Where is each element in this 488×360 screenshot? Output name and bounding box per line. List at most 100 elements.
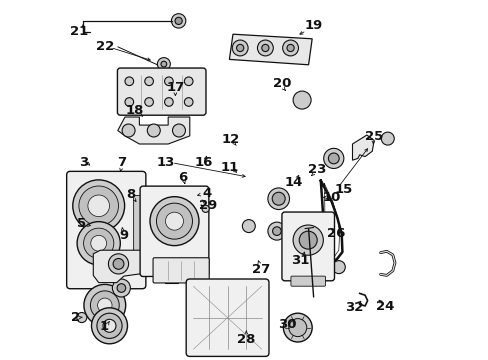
Circle shape [108, 254, 128, 274]
Circle shape [184, 98, 193, 106]
Circle shape [77, 312, 87, 323]
Circle shape [97, 313, 122, 338]
Text: 20: 20 [273, 77, 291, 90]
Circle shape [125, 98, 133, 106]
Circle shape [242, 220, 255, 233]
Text: 7: 7 [117, 156, 126, 169]
Circle shape [122, 124, 135, 137]
Text: 19: 19 [304, 19, 322, 32]
Circle shape [328, 153, 339, 164]
Text: 29: 29 [198, 199, 217, 212]
FancyBboxPatch shape [290, 276, 325, 286]
Text: 1: 1 [100, 320, 108, 333]
Circle shape [288, 319, 306, 337]
Circle shape [90, 291, 119, 320]
Text: 5: 5 [77, 217, 86, 230]
Circle shape [272, 192, 285, 205]
FancyBboxPatch shape [186, 279, 268, 356]
Circle shape [236, 44, 244, 51]
Text: 22: 22 [96, 40, 114, 53]
Text: 11: 11 [221, 161, 239, 174]
Text: 24: 24 [375, 300, 393, 313]
Circle shape [202, 205, 209, 212]
FancyBboxPatch shape [282, 212, 334, 281]
Circle shape [103, 319, 116, 332]
Text: 25: 25 [364, 130, 383, 143]
Circle shape [98, 298, 112, 312]
Circle shape [91, 308, 127, 344]
Text: 32: 32 [345, 301, 363, 314]
Circle shape [272, 227, 281, 235]
Text: 17: 17 [166, 81, 184, 94]
Circle shape [257, 40, 273, 56]
Text: 31: 31 [290, 255, 309, 267]
Text: 15: 15 [334, 183, 352, 195]
Circle shape [184, 77, 193, 86]
Text: 23: 23 [307, 163, 325, 176]
Polygon shape [352, 135, 373, 160]
Circle shape [175, 17, 182, 24]
Circle shape [172, 124, 185, 137]
Text: 2: 2 [71, 311, 80, 324]
Text: 28: 28 [237, 333, 255, 346]
Text: 30: 30 [277, 318, 296, 331]
Text: 3: 3 [79, 156, 88, 169]
Circle shape [292, 225, 323, 255]
Circle shape [113, 258, 123, 269]
Circle shape [84, 284, 125, 326]
Circle shape [112, 279, 130, 297]
Circle shape [292, 91, 310, 109]
Circle shape [147, 124, 160, 137]
Text: 18: 18 [125, 104, 143, 117]
Circle shape [125, 77, 133, 86]
FancyBboxPatch shape [117, 68, 205, 115]
Circle shape [164, 77, 173, 86]
Circle shape [282, 40, 298, 56]
Text: 13: 13 [157, 156, 175, 169]
Circle shape [150, 197, 199, 246]
Circle shape [323, 148, 343, 168]
Text: 21: 21 [70, 25, 88, 38]
FancyBboxPatch shape [153, 258, 209, 283]
Circle shape [171, 14, 185, 28]
Polygon shape [229, 34, 311, 65]
Circle shape [232, 40, 247, 56]
Circle shape [261, 44, 268, 51]
Circle shape [161, 61, 166, 67]
Polygon shape [118, 117, 189, 144]
Circle shape [267, 222, 285, 240]
Circle shape [91, 235, 106, 251]
Text: 4: 4 [202, 187, 211, 200]
Text: 16: 16 [195, 156, 213, 169]
Circle shape [79, 186, 118, 226]
Circle shape [144, 98, 153, 106]
FancyBboxPatch shape [66, 171, 145, 289]
Circle shape [283, 313, 311, 342]
FancyBboxPatch shape [133, 195, 150, 265]
Circle shape [88, 195, 109, 217]
Circle shape [381, 132, 393, 145]
Circle shape [164, 98, 173, 106]
Circle shape [117, 284, 125, 292]
Text: 9: 9 [119, 229, 128, 242]
Text: 8: 8 [126, 188, 136, 201]
Circle shape [157, 58, 170, 71]
Circle shape [165, 212, 183, 230]
Circle shape [299, 231, 317, 249]
Text: 14: 14 [285, 176, 303, 189]
Text: 12: 12 [221, 133, 240, 146]
Text: 10: 10 [322, 191, 340, 204]
Text: 27: 27 [251, 263, 269, 276]
Text: 26: 26 [326, 227, 345, 240]
Circle shape [77, 222, 120, 265]
Text: 6: 6 [178, 171, 187, 184]
Circle shape [73, 180, 124, 232]
Circle shape [332, 261, 345, 274]
Circle shape [144, 77, 153, 86]
Polygon shape [93, 250, 147, 283]
Circle shape [267, 188, 289, 210]
Circle shape [156, 203, 192, 239]
FancyBboxPatch shape [140, 186, 208, 276]
Circle shape [83, 228, 114, 258]
Circle shape [286, 44, 294, 51]
